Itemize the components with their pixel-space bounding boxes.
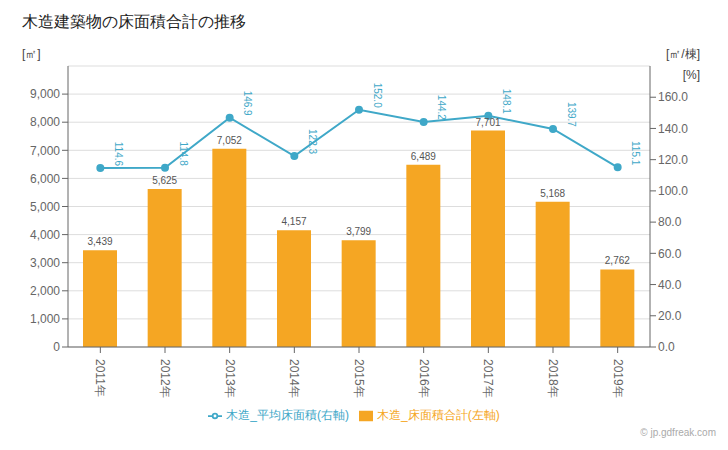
svg-text:6,489: 6,489 (411, 151, 436, 162)
svg-text:3,799: 3,799 (346, 226, 371, 237)
html-text:木造_平均床面積(右軸): 木造_平均床面積(右軸) (226, 408, 349, 422)
svg-text:148.1: 148.1 (501, 89, 512, 114)
svg-text:7,000: 7,000 (30, 144, 60, 158)
html-text:© jp.gdfreak.com: © jp.gdfreak.com (640, 427, 716, 438)
svg-text:114.6: 114.6 (113, 142, 124, 167)
svg-text:80.0: 80.0 (658, 215, 682, 229)
svg-text:5,625: 5,625 (152, 175, 177, 186)
svg-text:7,701: 7,701 (475, 117, 500, 128)
svg-text:152.0: 152.0 (372, 83, 383, 108)
svg-text:2,762: 2,762 (605, 255, 630, 266)
svg-text:9,000: 9,000 (30, 87, 60, 101)
svg-text:115.1: 115.1 (630, 141, 641, 166)
svg-text:3,439: 3,439 (87, 236, 112, 247)
svg-text:6,000: 6,000 (30, 172, 60, 186)
svg-text:2016年: 2016年 (417, 359, 431, 398)
svg-text:8,000: 8,000 (30, 115, 60, 129)
svg-text:114.8: 114.8 (178, 141, 189, 166)
svg-text:140.0: 140.0 (658, 122, 688, 136)
svg-text:4,000: 4,000 (30, 228, 60, 242)
svg-text:4,157: 4,157 (281, 216, 306, 227)
svg-text:160.0: 160.0 (658, 90, 688, 104)
svg-text:120.0: 120.0 (658, 153, 688, 167)
svg-text:139.7: 139.7 (566, 102, 577, 127)
svg-text:0: 0 (53, 340, 60, 354)
html-text:木造_床面積合計(左軸): 木造_床面積合計(左軸) (377, 408, 500, 422)
svg-text:2013年: 2013年 (223, 359, 237, 398)
svg-text:2014年: 2014年 (287, 359, 301, 398)
svg-text:146.9: 146.9 (242, 91, 253, 116)
html-text:[㎡/棟]: [㎡/棟] (666, 47, 700, 61)
svg-text:2,000: 2,000 (30, 284, 60, 298)
svg-text:0.0: 0.0 (658, 340, 675, 354)
svg-text:2012年: 2012年 (158, 359, 172, 398)
svg-text:2011年: 2011年 (93, 359, 107, 397)
svg-text:5,000: 5,000 (30, 200, 60, 214)
svg-text:2019年: 2019年 (611, 359, 625, 398)
svg-text:40.0: 40.0 (658, 278, 682, 292)
svg-text:5,168: 5,168 (540, 188, 565, 199)
svg-text:60.0: 60.0 (658, 247, 682, 261)
svg-text:7,052: 7,052 (217, 135, 242, 146)
svg-text:2015年: 2015年 (352, 359, 366, 398)
svg-text:100.0: 100.0 (658, 184, 688, 198)
svg-text:2018年: 2018年 (546, 359, 560, 398)
svg-text:20.0: 20.0 (658, 309, 682, 323)
html-text:木造建築物の床面積合計の推移: 木造建築物の床面積合計の推移 (22, 13, 246, 30)
svg-text:122.3: 122.3 (307, 129, 318, 154)
svg-text:2017年: 2017年 (481, 359, 495, 398)
svg-text:1,000: 1,000 (30, 312, 60, 326)
svg-text:3,000: 3,000 (30, 256, 60, 270)
svg-text:144.2: 144.2 (436, 95, 447, 120)
